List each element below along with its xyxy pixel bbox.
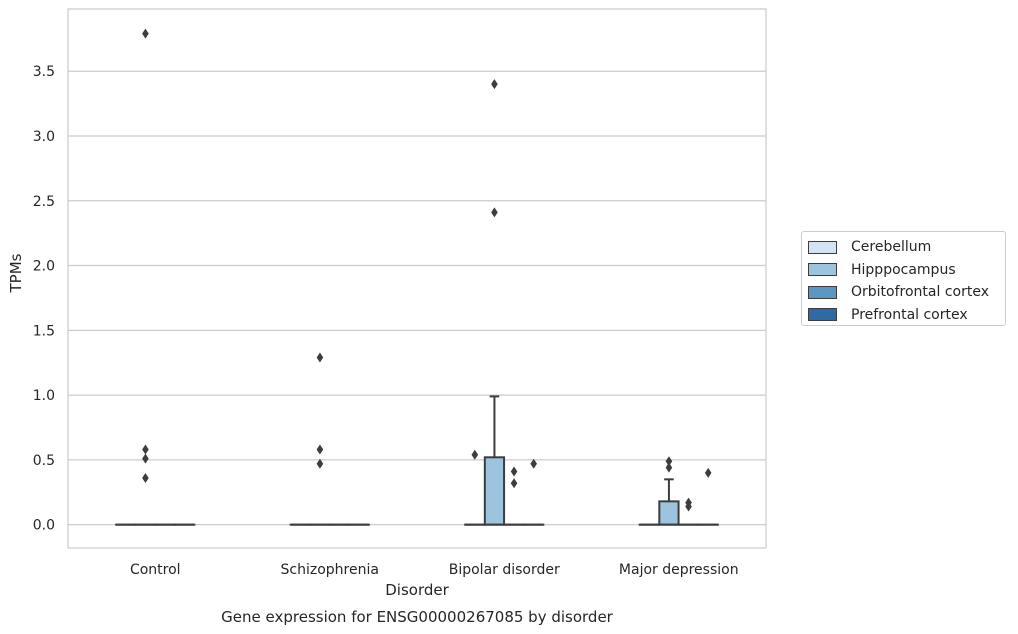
y-tick-label: 3.5 <box>33 64 55 80</box>
legend-label: Prefrontal cortex <box>851 306 968 323</box>
y-tick-label: 0.0 <box>33 518 55 534</box>
outlier-point <box>491 79 498 90</box>
y-tick-label: 3.0 <box>33 129 55 145</box>
outlier-point <box>510 466 518 477</box>
outlier-point <box>471 449 479 460</box>
legend-item: Hipppocampus <box>808 259 999 282</box>
outlier-point <box>142 28 149 39</box>
legend-item: Prefrontal cortex <box>808 304 999 327</box>
y-tick-label: 2.5 <box>33 194 55 210</box>
y-tick-label: 2.0 <box>33 259 55 275</box>
outlier-point <box>142 444 149 455</box>
y-tick-label: 1.5 <box>33 323 55 339</box>
y-axis-title: TPMs <box>7 253 25 293</box>
box-group <box>523 458 545 526</box>
box-group <box>503 466 525 526</box>
outlier-point <box>665 462 673 473</box>
y-tick-label: 1.0 <box>33 388 55 404</box>
legend-label: Orbitofrontal cortex <box>851 284 989 301</box>
y-tick-labels: 0.0 0.5 1.0 1.5 2.0 2.5 3.0 3.5 <box>33 64 55 533</box>
y-tick-label: 0.5 <box>33 453 55 469</box>
legend-label: Cerebellum <box>851 239 932 256</box>
box-group <box>677 497 700 526</box>
legend-swatch <box>808 240 837 254</box>
outlier-point <box>685 501 692 512</box>
legend: Cerebellum Hipppocampus Orbitofrontal cort… <box>801 231 1006 326</box>
outlier-point <box>510 478 518 489</box>
box-series <box>115 28 719 526</box>
box-group <box>483 79 506 526</box>
outlier-point <box>142 453 149 464</box>
legend-label: Hipppocampus <box>851 261 956 278</box>
x-axis-title: Disorder <box>385 581 449 599</box>
outlier-point <box>316 352 324 363</box>
x-tick-label: Schizophrenia <box>281 562 379 578</box>
outlier-point <box>704 467 712 478</box>
outlier-point <box>142 473 149 484</box>
outlier-point <box>530 458 537 469</box>
x-tick-label: Control <box>130 562 181 578</box>
legend-swatch <box>808 308 837 322</box>
legend-swatch <box>808 263 837 277</box>
outlier-point <box>665 456 673 467</box>
legend-swatch <box>808 285 837 299</box>
outlier-point <box>491 207 498 218</box>
x-tick-labels: Control Schizophrenia Bipolar disorder Majo… <box>130 562 739 578</box>
legend-item: Cerebellum <box>808 236 999 259</box>
box-group <box>697 467 719 526</box>
outlier-point <box>316 444 324 455</box>
plot-area <box>68 9 766 548</box>
legend-item: Orbitofrontal cortex <box>808 281 999 304</box>
x-tick-label: Major depression <box>619 562 739 578</box>
outlier-point <box>316 458 324 469</box>
box-body <box>483 456 506 526</box>
plot-frame <box>67 8 767 549</box>
x-tick-label: Bipolar disorder <box>449 562 560 578</box>
box-body <box>658 500 680 526</box>
box-group <box>658 456 680 526</box>
chart-title: Gene expression for ENSG00000267085 by d… <box>221 608 614 626</box>
